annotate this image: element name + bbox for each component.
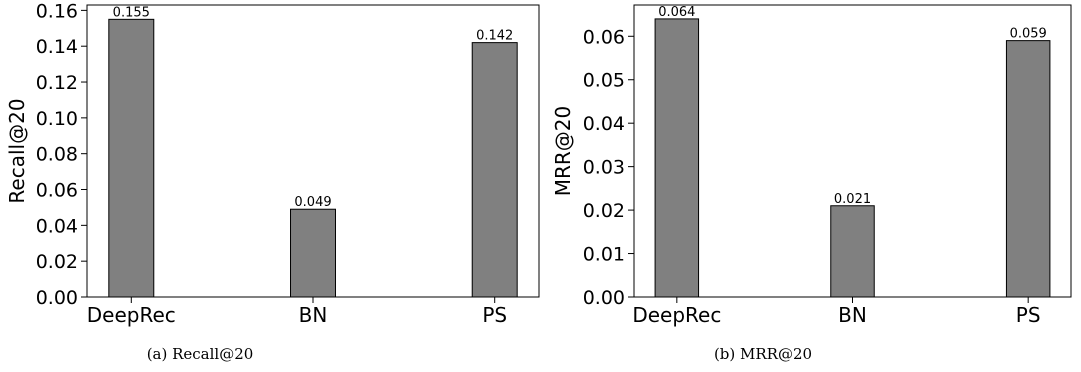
x-tick-label: DeepRec: [87, 303, 176, 327]
y-axis-label: MRR@20: [551, 106, 575, 197]
y-tick-label: 0.00: [36, 287, 78, 309]
bar-value-label: 0.059: [1010, 27, 1047, 42]
y-tick-label: 0.05: [583, 70, 625, 92]
bar-deeprec: [108, 18, 155, 298]
y-tick-label: 0.14: [36, 36, 78, 58]
y-tick-label: 0.10: [36, 108, 78, 130]
bar-bn: [290, 208, 336, 298]
x-tick-label: BN: [838, 303, 867, 327]
bar-value-label: 0.021: [834, 192, 871, 207]
y-tick-label: 0.00: [583, 287, 625, 309]
bar-value-label: 0.049: [294, 195, 331, 210]
subfigure-caption-recall: (a) Recall@20: [146, 345, 254, 363]
bar-ps: [1005, 40, 1051, 298]
y-tick-label: 0.16: [36, 0, 78, 22]
y-tick-label: 0.12: [36, 72, 78, 94]
x-tick-label: PS: [482, 303, 507, 327]
y-tick-label: 0.03: [583, 157, 625, 179]
y-axis-label: Recall@20: [5, 98, 29, 203]
bar-bn: [830, 205, 875, 298]
y-tick-label: 0.01: [583, 244, 625, 266]
x-tick-label: DeepRec: [632, 303, 721, 327]
y-tick-label: 0.02: [583, 200, 625, 222]
bar-value-label: 0.142: [476, 29, 513, 44]
y-tick-label: 0.06: [583, 26, 625, 48]
x-tick-label: PS: [1016, 303, 1041, 327]
subfigure-caption-mrr: (b) MRR@20: [713, 345, 813, 363]
bar-value-label: 0.064: [658, 5, 695, 20]
bar-ps: [471, 42, 518, 298]
x-tick-label: BN: [299, 303, 328, 327]
y-tick-label: 0.04: [36, 215, 78, 237]
bar-value-label: 0.155: [113, 5, 150, 20]
y-tick-label: 0.04: [583, 113, 625, 135]
y-tick-label: 0.06: [36, 180, 78, 202]
y-tick-label: 0.08: [36, 144, 78, 166]
y-tick-label: 0.02: [36, 251, 78, 273]
bar-deeprec: [654, 18, 700, 298]
